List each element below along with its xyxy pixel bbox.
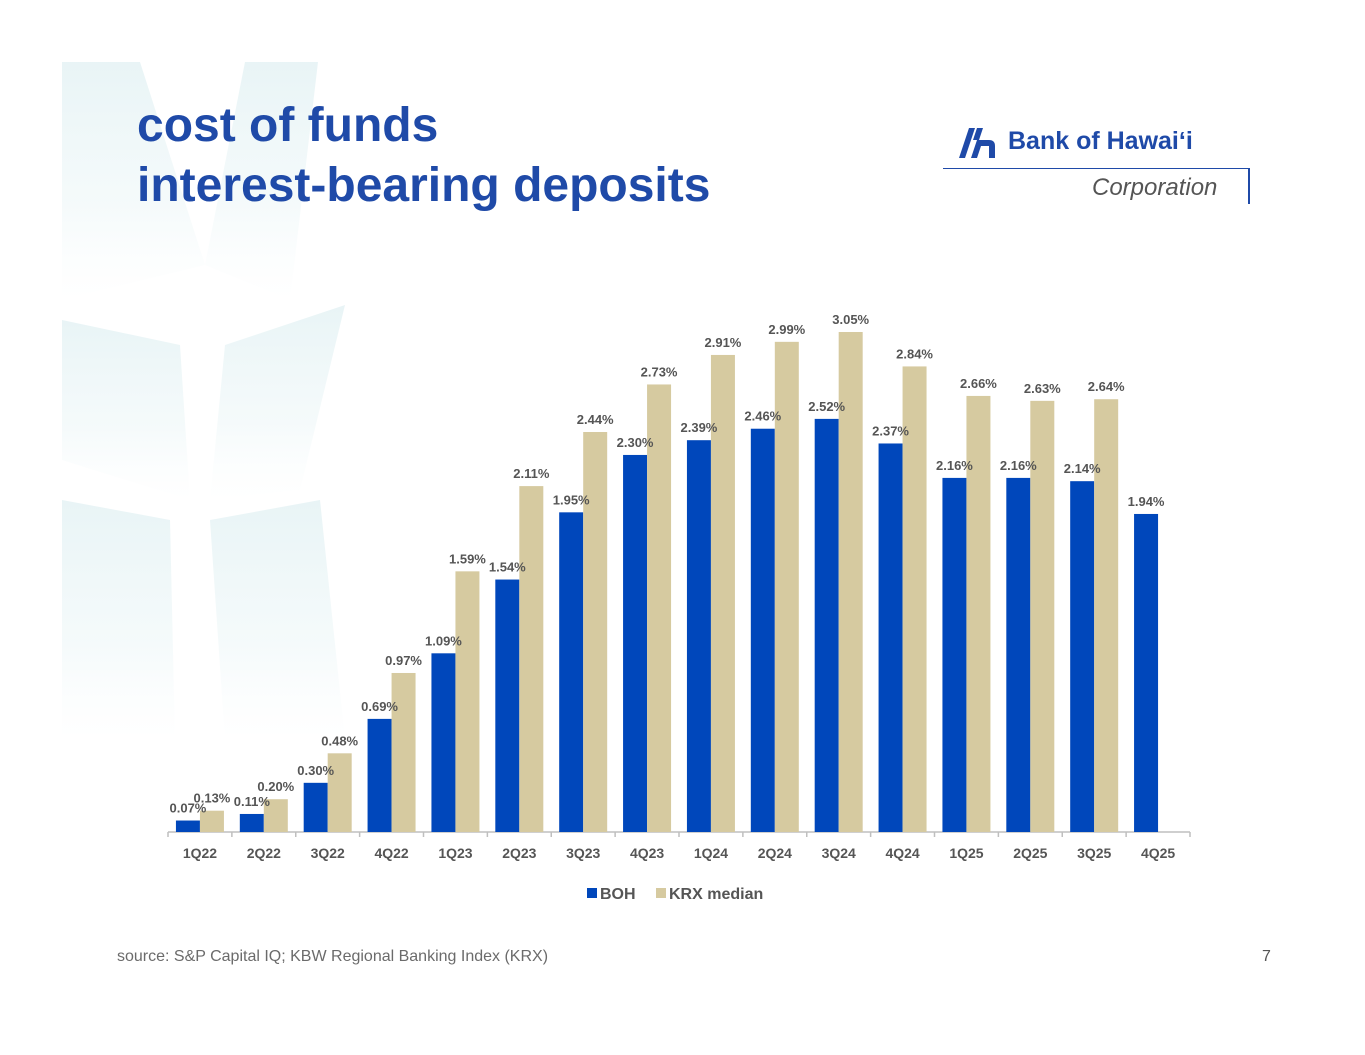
- data-label-krx: 0.97%: [385, 653, 422, 668]
- x-tick-label: 4Q23: [630, 845, 664, 861]
- x-tick-label: 2Q23: [502, 845, 536, 861]
- bar-krx: [710, 354, 735, 832]
- logo-vertical-divider: [1248, 168, 1250, 204]
- x-tick-label: 3Q24: [822, 845, 856, 861]
- data-label-krx: 2.99%: [768, 322, 805, 337]
- data-label-boh: 2.52%: [808, 399, 845, 414]
- data-label-boh: 0.11%: [234, 794, 271, 809]
- data-label-boh: 0.30%: [297, 763, 334, 778]
- bar-krx: [774, 341, 799, 832]
- x-tick-label: 2Q24: [758, 845, 792, 861]
- slide-title: cost of funds interest-bearing deposits: [137, 96, 710, 216]
- x-tick-label: 4Q25: [1141, 845, 1175, 861]
- bar-boh: [623, 454, 648, 832]
- logo-divider: [943, 168, 1250, 169]
- bar-krx: [263, 799, 288, 832]
- data-label-krx: 0.48%: [321, 733, 358, 748]
- x-tick-label: 1Q25: [949, 845, 983, 861]
- data-label-krx: 2.63%: [1024, 381, 1061, 396]
- x-tick-label: 1Q24: [694, 845, 728, 861]
- data-label-krx: 2.66%: [960, 376, 997, 391]
- data-label-krx: 2.44%: [577, 412, 614, 427]
- data-label-boh: 1.09%: [425, 633, 462, 648]
- data-label-boh: 2.39%: [681, 420, 718, 435]
- legend-swatch-boh: [587, 888, 597, 898]
- data-label-boh: 2.37%: [872, 423, 909, 438]
- legend-label-krx: KRX median: [669, 886, 763, 903]
- bar-boh: [495, 579, 520, 832]
- data-label-krx: 2.11%: [513, 466, 550, 481]
- bar-boh: [431, 653, 456, 832]
- bar-boh: [1006, 477, 1031, 832]
- legend-swatch-krx: [656, 888, 666, 898]
- source-note: source: S&P Capital IQ; KBW Regional Ban…: [117, 948, 549, 965]
- data-label-boh: 1.94%: [1128, 494, 1165, 509]
- page-number: 7: [1262, 948, 1271, 965]
- legend-label-boh: BOH: [600, 886, 636, 903]
- x-tick-label: 1Q22: [183, 845, 217, 861]
- data-label-krx: 2.64%: [1088, 379, 1125, 394]
- data-label-boh: 2.16%: [1000, 458, 1037, 473]
- data-label-boh: 2.30%: [617, 435, 654, 450]
- data-label-krx: 3.05%: [832, 312, 869, 327]
- bank-logo-subtitle: Corporation: [1092, 174, 1218, 201]
- bar-boh: [1134, 513, 1159, 832]
- bank-logo: Bank of Hawaiʻi Corporation: [940, 122, 1260, 212]
- bar-krx: [327, 753, 352, 832]
- bar-boh: [367, 718, 392, 832]
- x-tick-label: 2Q25: [1013, 845, 1047, 861]
- data-label-krx: 2.91%: [705, 335, 742, 350]
- bar-boh: [942, 477, 967, 832]
- data-label-krx: 2.84%: [896, 346, 933, 361]
- slide-title-line2: interest-bearing deposits: [137, 159, 711, 212]
- bar-krx: [199, 810, 224, 832]
- slide-title-line1: cost of funds: [137, 99, 439, 152]
- data-label-krx: 1.59%: [449, 551, 486, 566]
- bar-krx: [647, 384, 672, 832]
- bar-boh: [175, 820, 200, 832]
- bar-krx: [455, 571, 480, 832]
- data-label-krx: 0.20%: [257, 779, 294, 794]
- bank-logo-icon: [959, 128, 995, 158]
- data-label-boh: 2.46%: [744, 409, 781, 424]
- x-tick-label: 4Q24: [885, 845, 919, 861]
- bar-boh: [686, 440, 711, 832]
- bar-krx: [519, 486, 544, 832]
- bar-boh: [239, 813, 264, 832]
- x-tick-label: 1Q23: [438, 845, 472, 861]
- bar-krx: [391, 672, 416, 832]
- x-tick-label: 3Q22: [311, 845, 345, 861]
- bar-krx: [902, 366, 927, 832]
- bar-boh: [814, 418, 839, 832]
- bar-krx: [966, 395, 991, 832]
- x-tick-label: 3Q23: [566, 845, 600, 861]
- x-tick-label: 2Q22: [247, 845, 281, 861]
- data-label-krx: 0.13%: [194, 791, 231, 806]
- data-label-krx: 2.73%: [641, 364, 678, 379]
- data-label-boh: 0.69%: [361, 699, 398, 714]
- bar-krx: [1094, 399, 1119, 832]
- bar-boh: [878, 443, 903, 832]
- bar-krx: [838, 332, 863, 832]
- data-label-boh: 1.54%: [489, 560, 526, 575]
- background-watermark: [62, 62, 345, 740]
- bar-krx: [583, 432, 608, 832]
- bar-boh: [1070, 481, 1095, 832]
- data-label-boh: 2.16%: [936, 458, 973, 473]
- bar-boh: [303, 782, 328, 832]
- data-label-boh: 2.14%: [1064, 461, 1101, 476]
- bar-boh: [559, 512, 584, 832]
- data-label-boh: 1.95%: [553, 492, 590, 507]
- bar-boh: [750, 428, 775, 832]
- data-label-boh: 0.07%: [170, 801, 207, 816]
- bar-krx: [1030, 400, 1055, 832]
- x-tick-label: 3Q25: [1077, 845, 1111, 861]
- x-tick-label: 4Q22: [374, 845, 408, 861]
- bank-logo-name: Bank of Hawaiʻi: [1008, 127, 1193, 155]
